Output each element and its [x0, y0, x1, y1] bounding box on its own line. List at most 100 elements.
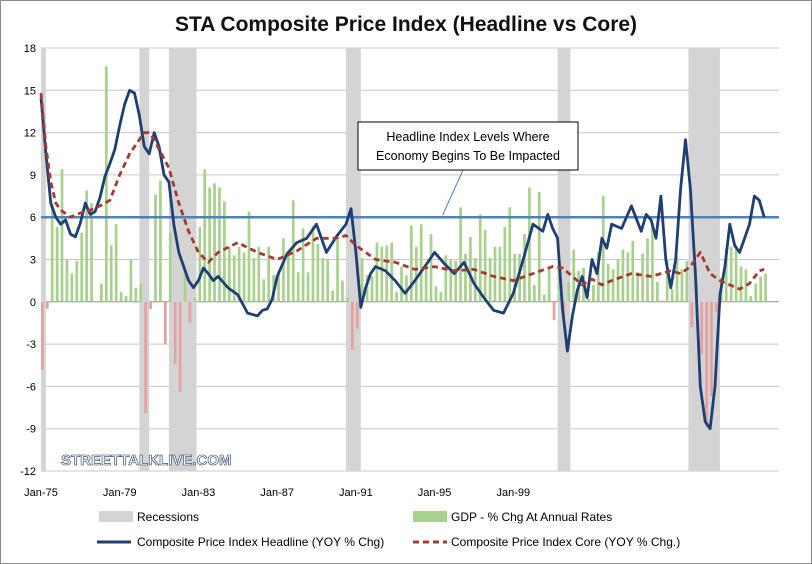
- gdp-bar: [154, 194, 157, 302]
- gdp-bar: [405, 275, 408, 302]
- gdp-bar: [350, 301, 354, 350]
- gdp-bar: [710, 301, 713, 397]
- gdp-bar: [424, 267, 428, 302]
- gdp-bar: [252, 258, 256, 302]
- gdp-bar: [488, 258, 492, 302]
- y-tick-label: -3: [26, 339, 36, 351]
- gdp-bar: [311, 225, 315, 302]
- gdp-bar: [223, 201, 226, 302]
- x-tick-label: Jan-91: [339, 487, 373, 499]
- y-tick-label: 12: [24, 128, 36, 140]
- gdp-bar: [567, 282, 571, 302]
- gdp-bar: [508, 207, 512, 302]
- gdp-bar: [700, 301, 703, 354]
- gdp-bar: [242, 252, 246, 302]
- gdp-bar: [596, 252, 600, 302]
- gdp-bar: [665, 259, 669, 302]
- legend-label-headline: Composite Price Index Headline (YOY % Ch…: [137, 535, 384, 549]
- gdp-bar: [316, 243, 320, 302]
- gdp-bar: [164, 301, 167, 345]
- gdp-bar: [459, 207, 462, 302]
- gdp-bar: [159, 180, 162, 302]
- gdp-bar: [434, 286, 438, 302]
- gdp-bar: [90, 203, 93, 302]
- gdp-bar: [483, 229, 487, 302]
- gdp-bar: [724, 248, 728, 302]
- gdp-bar: [282, 238, 285, 302]
- x-tick-labels: Jan-75 Jan-79 Jan-83 Jan-87 Jan-91 Jan-95 Jan-…: [24, 487, 530, 499]
- gdp-bar: [346, 297, 349, 302]
- gdp-bar: [306, 272, 310, 302]
- gdp-bar: [380, 246, 384, 302]
- gdp-bar: [360, 258, 364, 302]
- gdp-bar: [104, 66, 108, 302]
- x-tick-label: Jan-87: [260, 487, 294, 499]
- gdp-bar: [198, 227, 202, 302]
- gdp-bar: [621, 249, 625, 302]
- gdp-bar: [439, 291, 443, 302]
- gdp-bar: [419, 224, 423, 302]
- gdp-bar: [321, 258, 325, 302]
- y-tick-label: 6: [30, 212, 36, 224]
- gdp-bar: [124, 296, 128, 302]
- gdp-bar: [55, 227, 59, 302]
- gdp-bar: [331, 290, 334, 302]
- gdp-bar: [232, 255, 236, 302]
- legend-swatch-gdp: [413, 511, 447, 522]
- gdp-bar: [400, 266, 403, 302]
- gdp-bar: [656, 282, 659, 302]
- gdp-bar: [715, 301, 718, 312]
- gdp-bar: [188, 301, 192, 323]
- recession-band: [346, 48, 361, 471]
- gdp-bar: [375, 242, 379, 302]
- recession-band: [139, 48, 150, 471]
- x-tick-label: Jan-83: [182, 487, 216, 499]
- gdp-bar: [601, 196, 605, 302]
- gdp-bar: [60, 169, 64, 302]
- gdp-bar: [70, 273, 74, 302]
- gdp-bar: [50, 204, 54, 302]
- legend-label-core: Composite Price Index Core (YOY % Chg.): [451, 535, 680, 549]
- y-tick-label: -9: [26, 424, 36, 436]
- gdp-bar: [759, 276, 763, 302]
- gdp-bar: [395, 291, 398, 302]
- gdp-bar: [267, 246, 271, 302]
- gdp-bar: [301, 228, 305, 302]
- gdp-bar: [764, 273, 767, 302]
- gdp-bar: [237, 246, 241, 302]
- gdp-bar: [203, 169, 207, 302]
- annotation-box: [357, 121, 579, 171]
- annotation-line-2: Economy Begins To Be Impacted: [376, 149, 560, 163]
- gdp-bar: [213, 183, 216, 302]
- gdp-bar: [326, 259, 330, 302]
- gdp-bar: [523, 234, 526, 302]
- gdp-bar: [616, 259, 620, 302]
- gdp-bar: [390, 242, 394, 302]
- y-tick-label: 0: [30, 297, 36, 309]
- series-lines: [39, 88, 779, 431]
- gdp-bar: [744, 269, 748, 302]
- gdp-bar: [675, 256, 679, 302]
- x-tick-label: Jan-79: [103, 487, 137, 499]
- gdp-bar: [587, 298, 590, 302]
- gdp-bar: [641, 253, 644, 302]
- gdp-bar: [498, 246, 502, 302]
- gdp-bar: [168, 232, 172, 302]
- gdp-bar: [592, 284, 595, 302]
- gdp-bar: [705, 301, 708, 428]
- gdp-bars: [41, 66, 767, 428]
- gdp-bar: [685, 260, 689, 302]
- annotation-line-1: Headline Index Levels Where: [386, 130, 549, 144]
- y-tick-label: -12: [20, 466, 36, 478]
- gdp-bar: [478, 214, 482, 302]
- y-tick-label: -6: [26, 381, 36, 393]
- gdp-bar: [45, 301, 49, 309]
- gdp-bar: [183, 270, 187, 302]
- gdp-bar: [193, 297, 197, 302]
- gdp-bar: [365, 275, 369, 302]
- x-tick-label: Jan-75: [24, 487, 58, 499]
- gdp-bar: [429, 234, 433, 302]
- legend-label-gdp: GDP - % Chg At Annual Rates: [451, 510, 612, 524]
